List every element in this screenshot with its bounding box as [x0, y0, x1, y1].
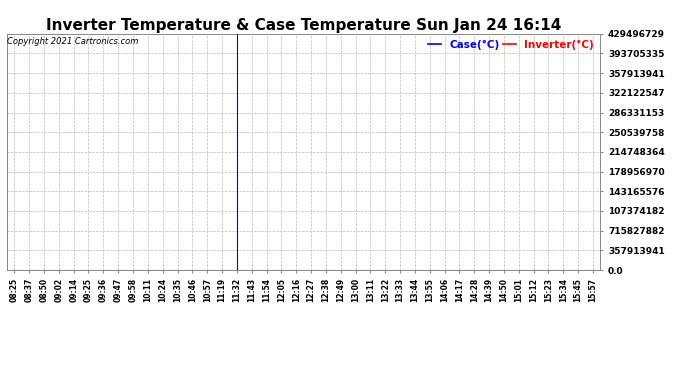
Title: Inverter Temperature & Case Temperature Sun Jan 24 16:14: Inverter Temperature & Case Temperature …: [46, 18, 561, 33]
Text: Copyright 2021 Cartronics.com: Copyright 2021 Cartronics.com: [8, 37, 139, 46]
Legend: Case(°C), Inverter(°C): Case(°C), Inverter(°C): [427, 39, 595, 51]
